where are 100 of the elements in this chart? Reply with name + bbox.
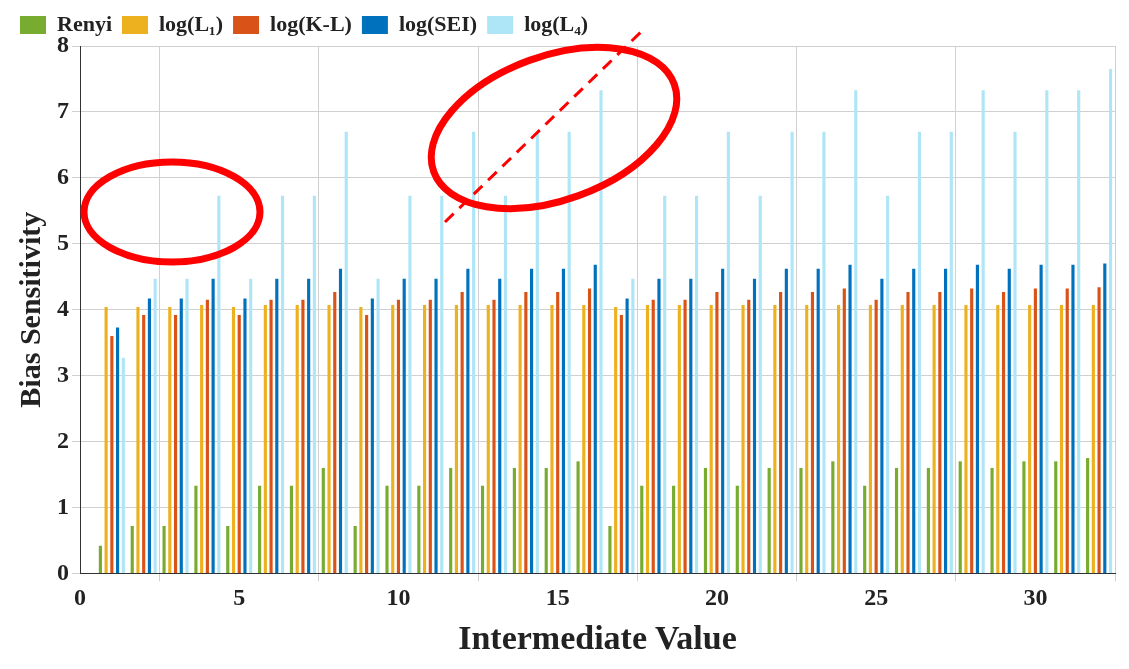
bar (593, 264, 597, 573)
bar (651, 299, 655, 573)
bar (243, 298, 247, 573)
bar (460, 291, 464, 573)
bar (518, 305, 522, 573)
bar (726, 131, 730, 573)
bar (370, 298, 374, 573)
bar (153, 278, 157, 573)
bar (631, 278, 635, 573)
bar (173, 314, 178, 573)
bar (402, 278, 406, 573)
y-tick-label: 4 (57, 294, 69, 321)
bar (365, 314, 369, 573)
bar (752, 278, 757, 573)
bar (376, 278, 380, 573)
bar (784, 268, 788, 573)
bar (608, 525, 612, 573)
bar (98, 545, 102, 573)
bar (906, 291, 910, 573)
bar (327, 305, 331, 573)
bar (816, 268, 820, 573)
bar (1013, 131, 1017, 573)
bar (822, 131, 826, 573)
x-axis-title: Intermediate Value (458, 619, 737, 657)
bar (1028, 305, 1032, 573)
bar (226, 525, 230, 573)
bar (472, 131, 476, 573)
bar (587, 288, 592, 573)
bar (831, 461, 835, 573)
bar (683, 299, 687, 573)
x-tick-label: 20 (704, 584, 729, 610)
x-tick-label: 5 (233, 584, 246, 610)
bar (625, 298, 629, 573)
bar (703, 467, 708, 573)
bar (312, 195, 316, 573)
legend-label: log(SEI) (398, 10, 478, 36)
bar (280, 195, 285, 573)
bar (185, 278, 189, 573)
bar (217, 195, 221, 573)
bar (338, 268, 343, 573)
bar (790, 131, 794, 573)
bar (512, 467, 516, 573)
bar (428, 299, 432, 573)
bar (498, 278, 502, 573)
bar (657, 278, 661, 573)
bar (848, 264, 852, 573)
x-tick-label: 15 (545, 584, 570, 610)
bar (614, 307, 618, 573)
bar (773, 305, 777, 573)
bar (886, 195, 890, 573)
bar (544, 467, 548, 573)
bar (949, 131, 953, 573)
bar (136, 307, 140, 573)
bar (599, 90, 603, 573)
bar (385, 485, 389, 573)
bar (391, 305, 395, 573)
bar (854, 90, 858, 573)
bar (917, 131, 922, 573)
bar (1097, 287, 1101, 573)
bar (721, 268, 725, 573)
bar (307, 278, 311, 573)
bar (582, 305, 586, 573)
bar (689, 278, 693, 573)
bar (880, 278, 884, 573)
bar (1045, 90, 1049, 573)
bar (874, 299, 878, 573)
bar (289, 485, 294, 573)
bar (1001, 291, 1006, 573)
bar (799, 467, 803, 573)
bar (964, 305, 968, 573)
bar (466, 268, 470, 573)
bar (231, 307, 236, 573)
bar (258, 485, 262, 573)
bar (353, 525, 357, 573)
bar (194, 485, 198, 573)
bar (1022, 461, 1026, 573)
bar (434, 278, 438, 573)
y-tick-label: 7 (57, 97, 69, 124)
bar (321, 467, 325, 573)
bar (894, 467, 899, 573)
y-tick-label: 5 (57, 228, 69, 255)
x-tick-label: 30 (1023, 584, 1048, 610)
bar (990, 467, 994, 573)
bar (868, 305, 872, 573)
bar (863, 485, 867, 573)
bar (263, 305, 267, 573)
bar (926, 467, 930, 573)
bar (1086, 458, 1090, 573)
bar (301, 299, 305, 573)
bar (1071, 264, 1075, 573)
bar (104, 307, 108, 573)
bar (116, 327, 120, 573)
x-tick-label: 0 (74, 584, 86, 610)
bar (142, 314, 146, 573)
bar (779, 291, 783, 573)
bar (672, 485, 676, 573)
bar (449, 467, 453, 573)
bar (168, 307, 172, 573)
bar (576, 461, 580, 573)
bar (958, 461, 962, 573)
